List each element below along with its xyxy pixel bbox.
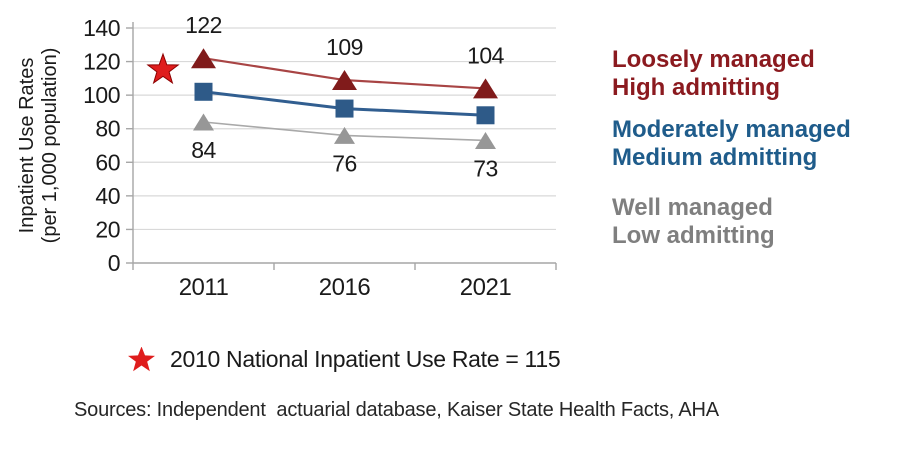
marker-triangle bbox=[193, 113, 214, 131]
inpatient-use-rates-chart: 0 20 40 60 80 100 120 140 2011 2016 2021 Inpatient … bbox=[16, 12, 557, 301]
y-tick-label: 40 bbox=[95, 183, 120, 209]
x-tick-label: 2021 bbox=[460, 274, 512, 301]
legend-label: Loosely managed bbox=[612, 46, 815, 73]
marker-triangle bbox=[332, 70, 357, 91]
data-label: 76 bbox=[332, 150, 357, 176]
x-tick-label: 2016 bbox=[319, 274, 371, 301]
marker-triangle bbox=[475, 131, 496, 149]
annotation-text: 2010 National Inpatient Use Rate = 115 bbox=[170, 346, 561, 372]
y-tick-label: 80 bbox=[95, 116, 120, 142]
data-label: 122 bbox=[185, 12, 222, 38]
x-tick-label: 2011 bbox=[179, 274, 229, 301]
data-label: 109 bbox=[326, 34, 363, 60]
sources-text: Sources: Independent actuarial database,… bbox=[74, 399, 719, 421]
marker-square bbox=[194, 82, 213, 101]
data-label: 104 bbox=[467, 42, 505, 68]
marker-triangle bbox=[473, 78, 498, 99]
legend-label: Well managed bbox=[612, 194, 773, 221]
legend-item-moderately-managed: Moderately managed Medium admitting bbox=[612, 116, 851, 172]
marker-square bbox=[476, 106, 495, 125]
legend-item-loosely-managed: Loosely managed High admitting bbox=[612, 46, 851, 102]
star-icon bbox=[128, 346, 155, 372]
y-tick-label: 0 bbox=[108, 250, 120, 276]
y-axis-title-line1: Inpatient Use Rates bbox=[16, 58, 38, 234]
legend-label: High admitting bbox=[612, 74, 780, 101]
y-tick-label: 120 bbox=[83, 49, 120, 75]
legend-label: Medium admitting bbox=[612, 144, 818, 171]
y-tick-label: 100 bbox=[83, 82, 120, 108]
data-label: 73 bbox=[473, 155, 498, 181]
reference-star-icon bbox=[146, 52, 180, 85]
y-tick-label: 20 bbox=[95, 216, 120, 242]
data-label: 84 bbox=[191, 137, 216, 163]
reference-annotation: 2010 National Inpatient Use Rate = 115 bbox=[128, 346, 561, 373]
marker-triangle bbox=[191, 48, 216, 69]
marker-square bbox=[335, 99, 354, 118]
marker-triangle bbox=[334, 126, 355, 144]
legend-label: Moderately managed bbox=[612, 116, 851, 143]
legend-label: Low admitting bbox=[612, 222, 775, 249]
y-tick-label: 140 bbox=[83, 15, 120, 41]
y-tick-label: 60 bbox=[95, 149, 120, 175]
legend-item-well-managed: Well managed Low admitting bbox=[612, 194, 851, 250]
chart-legend: Loosely managed High admitting Moderatel… bbox=[612, 46, 851, 264]
y-axis-title-line2: (per 1,000 population) bbox=[39, 48, 61, 244]
